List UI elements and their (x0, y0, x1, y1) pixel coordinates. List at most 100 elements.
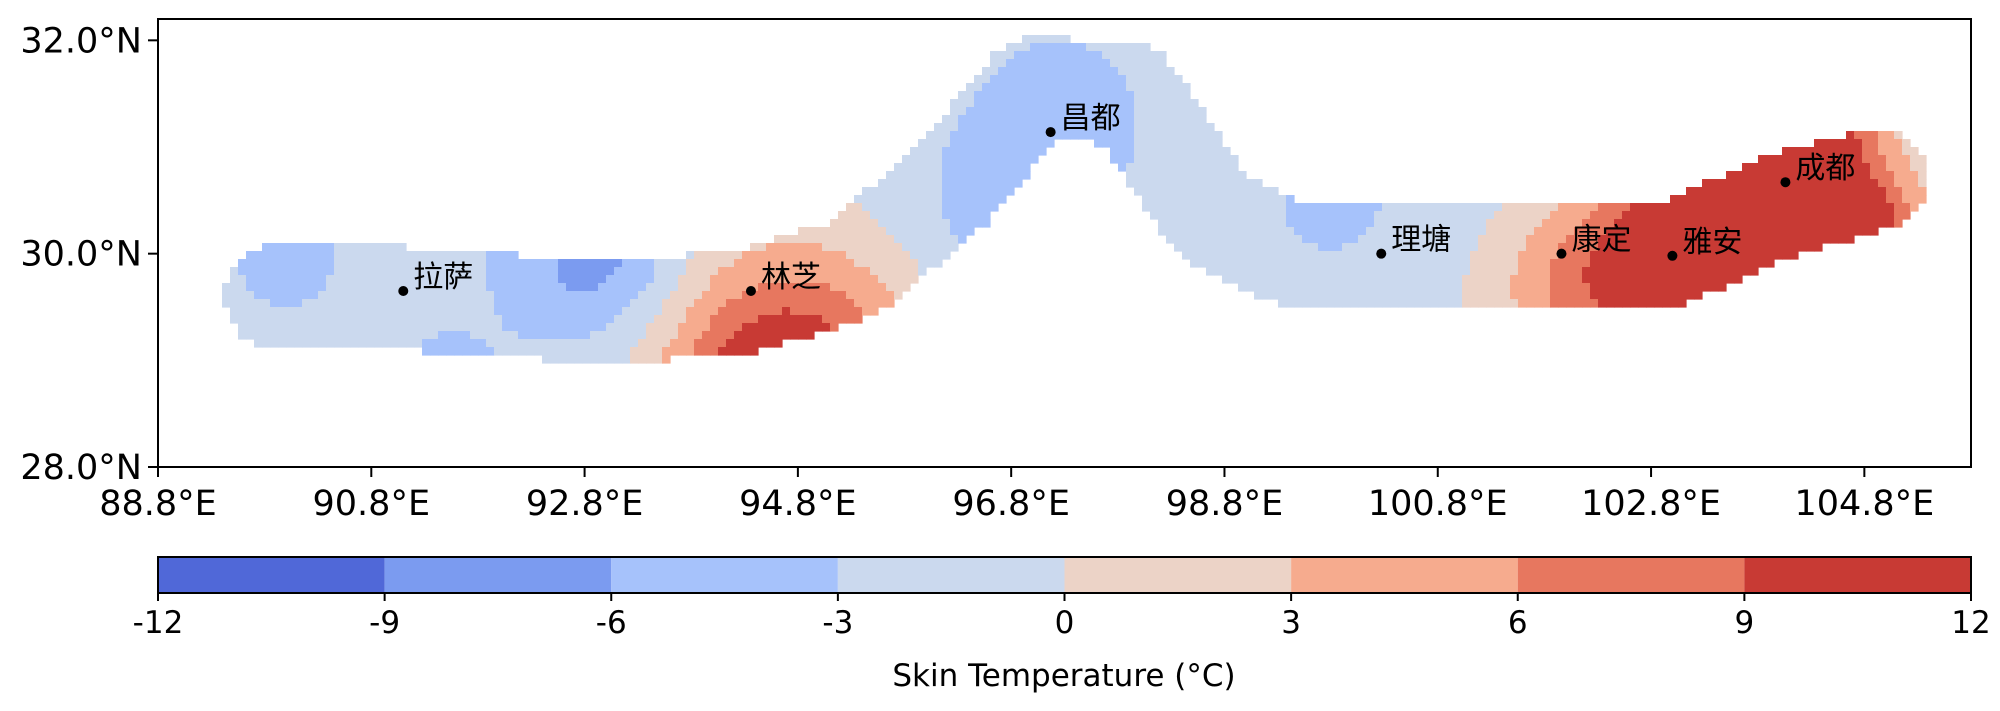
field-cell (1294, 243, 1303, 252)
field-cell (1862, 227, 1871, 236)
field-cell (846, 251, 855, 260)
field-cell (1550, 219, 1559, 228)
field-cell (990, 203, 999, 212)
field-cell (766, 243, 775, 252)
field-cell (1750, 219, 1759, 228)
field-cell (1446, 219, 1455, 228)
field-cell (1070, 91, 1079, 100)
field-cell (318, 243, 327, 252)
field-cell (406, 299, 415, 308)
field-cell (1734, 219, 1743, 228)
field-cell (974, 107, 983, 116)
field-cell (1150, 131, 1159, 140)
field-cell (654, 307, 663, 316)
field-cell (614, 259, 623, 268)
field-cell (902, 227, 911, 236)
field-cell (798, 259, 807, 268)
field-cell (1654, 203, 1663, 212)
field-cell (1766, 203, 1775, 212)
field-cell (942, 139, 951, 148)
field-cell (982, 155, 991, 164)
field-cell (1262, 275, 1271, 284)
field-cell (1342, 203, 1351, 212)
field-cell (1302, 267, 1311, 276)
field-cell (750, 299, 759, 308)
field-cell (1646, 275, 1655, 284)
field-cell (742, 275, 751, 284)
field-cell (1166, 91, 1175, 100)
field-cell (438, 267, 447, 276)
field-cell (1094, 107, 1103, 116)
field-cell (1174, 83, 1183, 92)
field-cell (1238, 251, 1247, 260)
field-cell (1686, 251, 1695, 260)
field-cell (1494, 219, 1503, 228)
field-cell (942, 147, 951, 156)
field-cell (478, 275, 487, 284)
field-cell (318, 251, 327, 260)
field-cell (1694, 195, 1703, 204)
field-cell (894, 251, 903, 260)
field-cell (1718, 251, 1727, 260)
field-cell (846, 267, 855, 276)
field-cell (1910, 171, 1919, 180)
field-cell (390, 331, 399, 340)
field-cell (1222, 211, 1231, 220)
field-cell (718, 251, 727, 260)
field-cell (830, 267, 839, 276)
field-cell (678, 323, 687, 332)
field-cell (342, 243, 351, 252)
field-cell (1390, 227, 1399, 236)
field-cell (1870, 131, 1879, 140)
field-cell (902, 163, 911, 172)
field-cell (1694, 259, 1703, 268)
field-cell (1158, 227, 1167, 236)
field-cell (1486, 219, 1495, 228)
field-cell (1606, 251, 1615, 260)
field-cell (1190, 211, 1199, 220)
field-cell (582, 347, 591, 356)
field-cell (1038, 123, 1047, 132)
field-cell (390, 243, 399, 252)
field-cell (254, 291, 263, 300)
field-cell (486, 331, 495, 340)
field-cell (870, 235, 879, 244)
field-cell (310, 299, 319, 308)
field-cell (694, 251, 703, 260)
field-cell (1518, 235, 1527, 244)
field-cell (1670, 235, 1679, 244)
field-cell (1166, 107, 1175, 116)
field-cell (254, 299, 263, 308)
field-cell (1206, 171, 1215, 180)
field-cell (910, 251, 919, 260)
field-cell (526, 347, 535, 356)
field-cell (1294, 259, 1303, 268)
field-cell (630, 299, 639, 308)
field-cell (1094, 51, 1103, 60)
field-cell (462, 347, 471, 356)
field-cell (374, 339, 383, 348)
field-cell (1006, 147, 1015, 156)
field-cell (1526, 299, 1535, 308)
field-cell (254, 323, 263, 332)
field-cell (1182, 123, 1191, 132)
field-cell (1398, 203, 1407, 212)
field-cell (566, 275, 575, 284)
field-cell (1534, 227, 1543, 236)
field-cell (974, 139, 983, 148)
field-cell (1222, 251, 1231, 260)
field-cell (1142, 203, 1151, 212)
x-tick-label: 90.8°E (313, 484, 431, 524)
field-cell (598, 299, 607, 308)
field-cell (1662, 211, 1671, 220)
field-cell (326, 323, 335, 332)
field-cell (1190, 187, 1199, 196)
field-cell (1414, 211, 1423, 220)
field-cell (1830, 171, 1839, 180)
field-cell (1422, 243, 1431, 252)
field-cell (358, 259, 367, 268)
field-cell (1054, 107, 1063, 116)
field-cell (1726, 187, 1735, 196)
field-cell (1070, 115, 1079, 124)
